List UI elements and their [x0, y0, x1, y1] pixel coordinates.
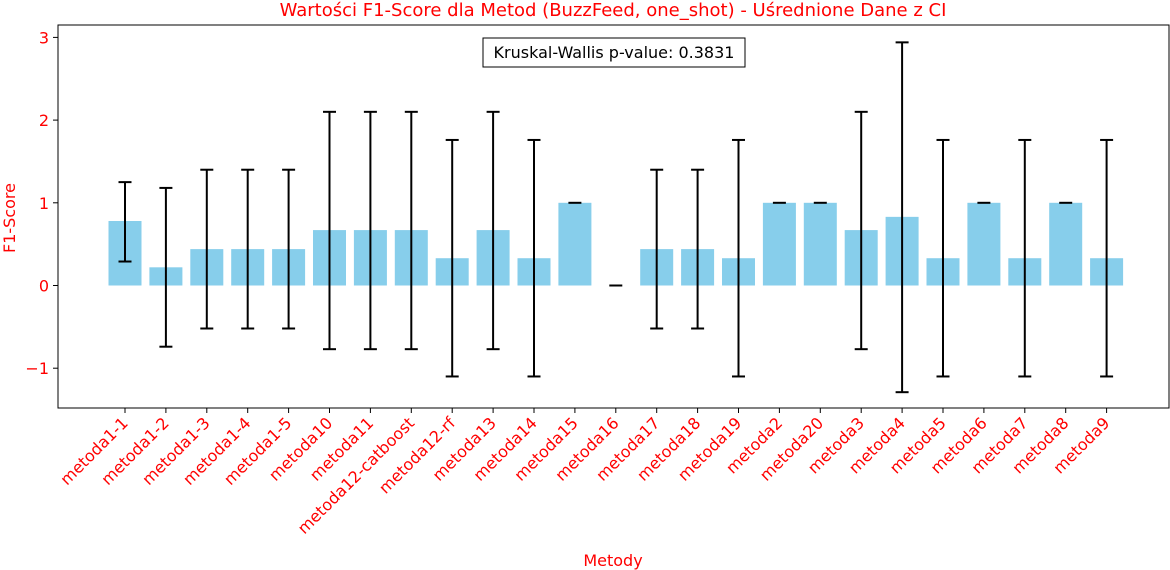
y-tick-label: −1 — [25, 359, 49, 378]
annotation-box — [482, 37, 746, 68]
y-axis-label: F1-Score — [0, 183, 19, 253]
stats-annotation: Kruskal-Wallis p-value: 0.3831 — [482, 37, 746, 68]
bar — [967, 202, 1001, 286]
y-tick-label: 0 — [39, 277, 49, 296]
annotation-text: Kruskal-Wallis p-value: 0.3831 — [494, 43, 735, 62]
bar — [558, 202, 592, 286]
bar — [803, 202, 837, 286]
bars — [108, 202, 1124, 286]
bar — [1049, 202, 1083, 286]
plot-area — [57, 24, 1170, 409]
plot-frame — [57, 24, 1170, 409]
y-tick-label: 1 — [39, 194, 49, 213]
x-ticks: metoda1-1metoda1-2metoda1-3metoda1-4meto… — [56, 408, 1113, 538]
y-tick-label: 3 — [39, 28, 49, 47]
y-ticks: −1 0 1 2 3 — [25, 28, 58, 378]
chart-title: Wartości F1-Score dla Metod (BuzzFeed, o… — [280, 0, 947, 21]
y-tick-label: 2 — [39, 111, 49, 130]
bar — [762, 202, 796, 286]
error-bars — [118, 41, 1114, 394]
x-axis-label: Metody — [583, 551, 642, 570]
